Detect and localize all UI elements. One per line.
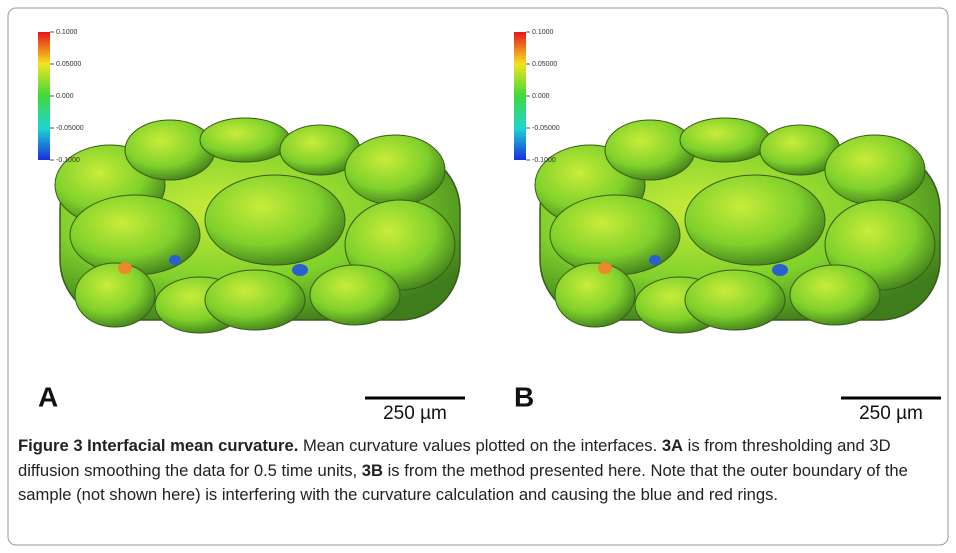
colorbar-label: 0.000 [532,93,550,100]
colorbar-label: 0.05000 [532,61,557,68]
scale-bar-label: 250 µm [383,403,447,424]
colorbar-label: -0.05000 [56,125,84,132]
colorbar-label: 0.1000 [532,29,554,36]
scale-bar-label: 250 µm [859,403,923,424]
colorbar-label: -0.1000 [532,157,556,164]
caption-ref: 3B [362,461,383,480]
render-a [55,118,460,333]
panel-label: B [514,381,534,412]
colorbar-label: 0.1000 [56,29,78,36]
caption-text: Mean curvature values plotted on the int… [303,436,657,455]
render-b [535,118,940,333]
colorbar-label: -0.05000 [532,125,560,132]
colorbar [38,32,50,160]
colorbar-label: 0.000 [56,93,74,100]
colorbar [514,32,526,160]
panel-label: A [38,381,58,412]
figure: 0.1000 0.05000 0.000 -0.05000 -0.1000 A 250 µm… [0,0,956,553]
colorbar-label: -0.1000 [56,157,80,164]
caption: Figure 3 Interfacial mean curvature. Mea… [18,434,946,508]
caption-ref: 3A [662,436,683,455]
colorbar-label: 0.05000 [56,61,81,68]
caption-title: Figure 3 Interfacial mean curvature. [18,436,298,455]
